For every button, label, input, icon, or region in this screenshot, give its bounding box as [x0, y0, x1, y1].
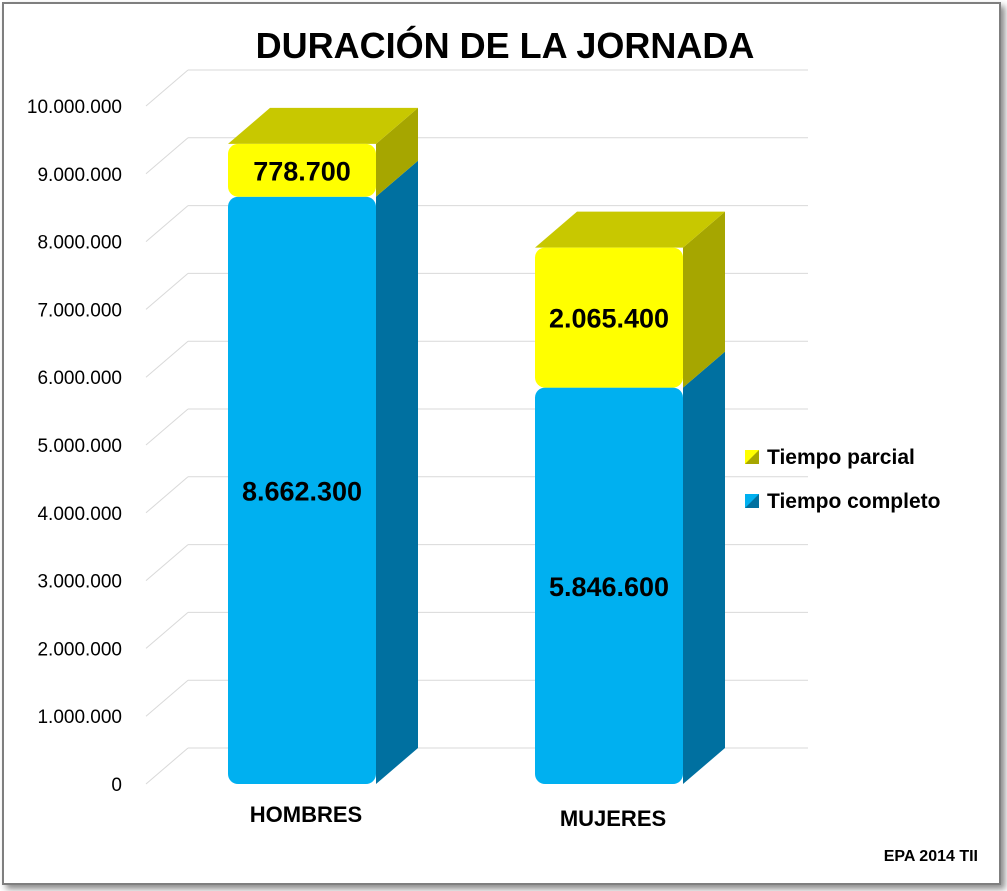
y-tick-label: 0: [111, 775, 122, 796]
gridline-diagonal: [145, 612, 189, 649]
y-tick-label: 9.000.000: [37, 165, 122, 186]
bar-top: [535, 211, 725, 248]
gridline-diagonal: [145, 137, 189, 175]
y-tick-label: 2.000.000: [37, 639, 122, 660]
y-tick-label: 7.000.000: [37, 300, 122, 321]
y-tick-label: 10.000.000: [27, 97, 122, 118]
legend-label: Tiempo completo: [767, 490, 940, 513]
y-tick-label: 8.000.000: [37, 233, 122, 254]
bar-segment-tiempo-parcial: 778.700: [228, 107, 418, 197]
x-category-label: MUJERES: [560, 806, 666, 831]
legend-label: Tiempo parcial: [767, 446, 915, 469]
bar-side: [376, 160, 418, 785]
x-axis-categories: HOMBRES MUJERES: [250, 802, 666, 831]
y-axis-ticks: 0 1.000.000 2.000.000 3.000.000 4.000.000 5.0…: [27, 97, 122, 796]
gridline-diagonal: [145, 544, 189, 581]
bar-front: [535, 247, 683, 388]
data-label: 5.846.600: [549, 572, 669, 602]
source-note: EPA 2014 TII: [884, 848, 978, 865]
chart-title: DURACIÓN DE LA JORNADA: [256, 24, 755, 66]
bar-front: [228, 196, 376, 785]
legend: Tiempo parcial Tiempo completo: [745, 446, 940, 513]
bar-side: [683, 211, 725, 388]
bar-front: [535, 387, 683, 784]
bar-top: [228, 107, 418, 144]
y-tick-label: 6.000.000: [37, 368, 122, 389]
gridline-diagonal: [145, 69, 189, 107]
bar-side: [376, 107, 418, 197]
bar-segment-tiempo-completo: 8.662.300: [228, 160, 418, 785]
y-tick-label: 5.000.000: [37, 436, 122, 457]
data-label: 2.065.400: [549, 304, 669, 334]
bar-segment-tiempo-completo: 5.846.600: [535, 351, 725, 784]
bar-segment-tiempo-parcial: 2.065.400: [535, 211, 725, 388]
gridline-diagonal: [145, 205, 189, 242]
legend-swatch-shade: [745, 450, 759, 464]
gridline-diagonal: [145, 340, 189, 378]
data-label: 778.700: [253, 156, 351, 186]
y-tick-label: 3.000.000: [37, 572, 122, 593]
legend-swatch-shade: [745, 494, 759, 508]
bar-front: [228, 143, 376, 197]
legend-item: Tiempo completo: [745, 490, 940, 513]
gridline-diagonal: [145, 273, 189, 310]
gridline-diagonal: [145, 747, 189, 785]
bar-side: [683, 351, 725, 784]
y-tick-label: 1.000.000: [37, 707, 122, 728]
gridline-diagonal: [145, 476, 189, 514]
data-label: 8.662.300: [242, 476, 362, 506]
y-tick-label: 4.000.000: [37, 504, 122, 525]
bars: 8.662.300 778.700 5.846.600 2.065.400: [228, 107, 725, 785]
legend-item: Tiempo parcial: [745, 446, 915, 469]
gridline-diagonal: [145, 679, 189, 717]
x-category-label: HOMBRES: [250, 802, 362, 827]
gridline-diagonal: [145, 408, 189, 446]
